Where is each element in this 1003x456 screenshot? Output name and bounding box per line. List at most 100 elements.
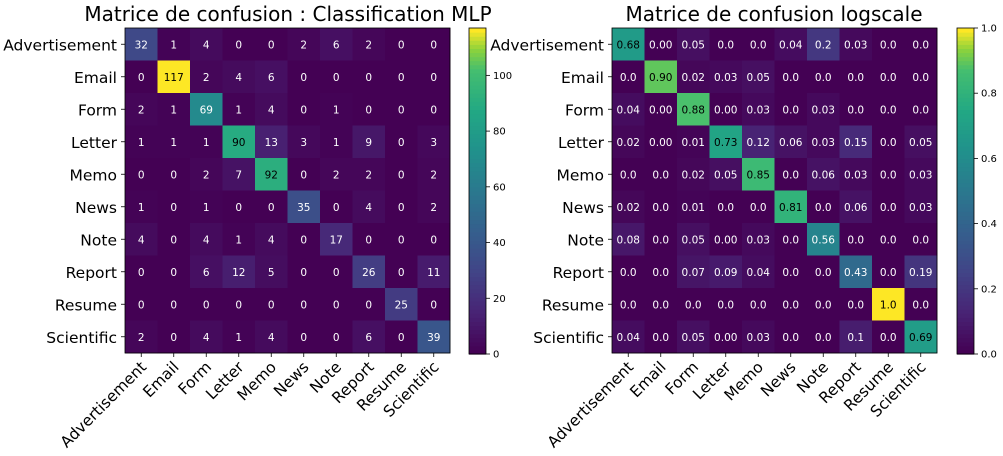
panel0-colorbar-label-20: 20 — [493, 294, 506, 305]
panel1-cell-r2-c3 — [709, 93, 743, 126]
panel0-colorbar-segment — [469, 345, 486, 351]
panel0-cell-label-r3-c8: 0 — [398, 137, 405, 149]
panel1-cell-label-r0-c4: 0.0 — [750, 39, 767, 51]
panel1-cell-label-r8-c5: 0.0 — [782, 299, 799, 311]
panel0-colorbar-segment — [469, 329, 486, 335]
panel1-cell-r5-c6 — [807, 190, 840, 224]
panel1-cell-label-r4-c7: 0.03 — [844, 169, 867, 181]
panel1-cell-label-r8-c3: 0.0 — [717, 299, 734, 311]
panel0-cell-label-r2-c6: 1 — [333, 104, 340, 116]
panel1-cell-r0-c8 — [872, 28, 905, 61]
panel1-cell-label-r0-c9: 0.0 — [912, 39, 929, 51]
panel0-colorbar-segment — [469, 325, 486, 331]
panel0-cell-label-r6-c2: 4 — [203, 234, 210, 246]
panel1-cell-label-r5-c0: 0.02 — [617, 202, 640, 214]
panel1-cell-label-r7-c7: 0.43 — [844, 267, 867, 279]
panel0-cell-r4-c5 — [287, 158, 321, 191]
panel1-colorbar-segment — [957, 28, 974, 33]
panel1-cell-r1-c0 — [612, 60, 645, 94]
panel1-cell-r0-c4 — [742, 28, 775, 61]
panel1-xlabel-advertisement: Advertisement — [544, 358, 637, 451]
panel1-colorbar-segment — [957, 121, 974, 127]
panel0-colorbar-segment — [469, 162, 486, 168]
panel0-cell-r0-c8 — [385, 28, 418, 61]
panel0-colorbar-segment — [469, 146, 486, 151]
panel1-cell-label-r7-c9: 0.19 — [909, 267, 932, 279]
panel1-colorbar-segment — [957, 325, 974, 331]
panel1-cell-r7-c5 — [774, 255, 808, 289]
panel0-cell-r3-c0 — [125, 125, 158, 159]
panel1-cell-r0-c3 — [709, 28, 743, 61]
panel0-cell-r1-c1 — [157, 60, 191, 94]
panel0-cell-r2-c4 — [255, 93, 288, 126]
panel1-cell-r7-c8 — [872, 255, 905, 289]
panel0-cell-label-r1-c1: 117 — [164, 72, 184, 84]
panel0-ylabel-report: Report — [66, 264, 117, 282]
panel1-cell-r1-c1 — [644, 60, 678, 94]
panel0-cell-label-r0-c3: 0 — [235, 39, 242, 51]
panel0-cell-label-r8-c7: 0 — [365, 299, 372, 311]
panel0-colorbar-segment — [469, 150, 486, 155]
panel1-cell-r5-c8 — [872, 190, 905, 224]
panel1-cell-label-r9-c5: 0.0 — [782, 332, 799, 344]
panel0-colorbar-segment — [469, 305, 486, 310]
panel1-cell-r7-c4 — [742, 255, 775, 289]
panel1-cell-r2-c7 — [839, 93, 873, 126]
panel0-colorbar-segment — [469, 215, 486, 221]
panel0-cell-r3-c2 — [190, 125, 223, 159]
panel0-cell-label-r2-c4: 4 — [268, 104, 275, 116]
panel1-cell-label-r4-c3: 0.05 — [714, 169, 737, 181]
panel0-cell-label-r1-c8: 0 — [398, 72, 405, 84]
panel1-colorbar-segment — [957, 223, 974, 229]
panel0-cell-label-r4-c9: 2 — [430, 169, 437, 181]
panel1-cell-r5-c1 — [644, 190, 678, 224]
panel0-cell-r7-c8 — [385, 255, 418, 289]
panel1-colorbar-segment — [957, 296, 974, 302]
panel0-cell-label-r6-c0: 4 — [138, 234, 145, 246]
panel1-cell-label-r9-c1: 0.0 — [652, 332, 669, 344]
panel1-xlabel-news: News — [757, 358, 799, 400]
panel1-cell-r9-c6 — [807, 320, 840, 354]
panel0-cell-r8-c4 — [255, 288, 288, 321]
panel1-colorbar-segment — [957, 85, 974, 90]
panel1-colorbar-segment — [957, 239, 974, 245]
panel1-title: Matrice de confusion logscale — [625, 2, 922, 26]
panel0-cell-r5-c7 — [352, 190, 386, 224]
panel1-colorbar-segment — [957, 117, 974, 123]
panel0-cell-r0-c7 — [352, 28, 386, 61]
panel1-cell-r3-c1 — [644, 125, 678, 159]
panel0-cell-label-r8-c6: 0 — [333, 299, 340, 311]
panel1-cell-r2-c2 — [677, 93, 710, 126]
panel1-cell-r8-c0 — [612, 288, 645, 321]
panel0-cell-label-r2-c8: 0 — [398, 104, 405, 116]
panel0-cell-label-r3-c1: 1 — [170, 137, 177, 149]
panel1-cell-label-r8-c6: 0.0 — [815, 299, 832, 311]
panel0-cell-label-r4-c5: 0 — [300, 169, 307, 181]
panel0-colorbar-label-100: 100 — [493, 71, 512, 82]
panel1-colorbar-segment — [957, 345, 974, 351]
panel1-cell-r3-c8 — [872, 125, 905, 159]
panel1-colorbar-segment — [957, 203, 974, 208]
panel0-colorbar-segment — [469, 280, 486, 286]
panel0-cell-label-r2-c0: 2 — [138, 104, 145, 116]
panel1-cell-r4-c2 — [677, 158, 710, 191]
panel0-cell-r4-c7 — [352, 158, 386, 191]
panel0-cell-r2-c6 — [320, 93, 353, 126]
panel1-colorbar-segment — [957, 309, 974, 314]
panel0-cell-label-r2-c2: 69 — [200, 104, 213, 116]
panel1-cell-label-r1-c7: 0.0 — [847, 72, 864, 84]
panel1-cell-r6-c3 — [709, 223, 743, 256]
panel0-colorbar-segment — [469, 231, 486, 237]
panel0-colorbar-segment — [469, 44, 486, 49]
panel0-cell-label-r9-c2: 4 — [203, 332, 210, 344]
panel0-cell-label-r8-c1: 0 — [170, 299, 177, 311]
panel1-cell-label-r3-c0: 0.02 — [617, 137, 640, 149]
panel0-cell-label-r9-c3: 1 — [235, 332, 242, 344]
panel0-colorbar-segment — [469, 40, 486, 45]
panel1-cell-label-r1-c8: 0.0 — [880, 72, 897, 84]
panel1-cell-label-r5-c4: 0.0 — [750, 202, 767, 214]
panel0-cell-label-r0-c4: 0 — [268, 39, 275, 51]
panel1-colorbar-label-0-2: 0.2 — [981, 284, 997, 295]
panel0-ylabel-memo: Memo — [70, 166, 118, 184]
